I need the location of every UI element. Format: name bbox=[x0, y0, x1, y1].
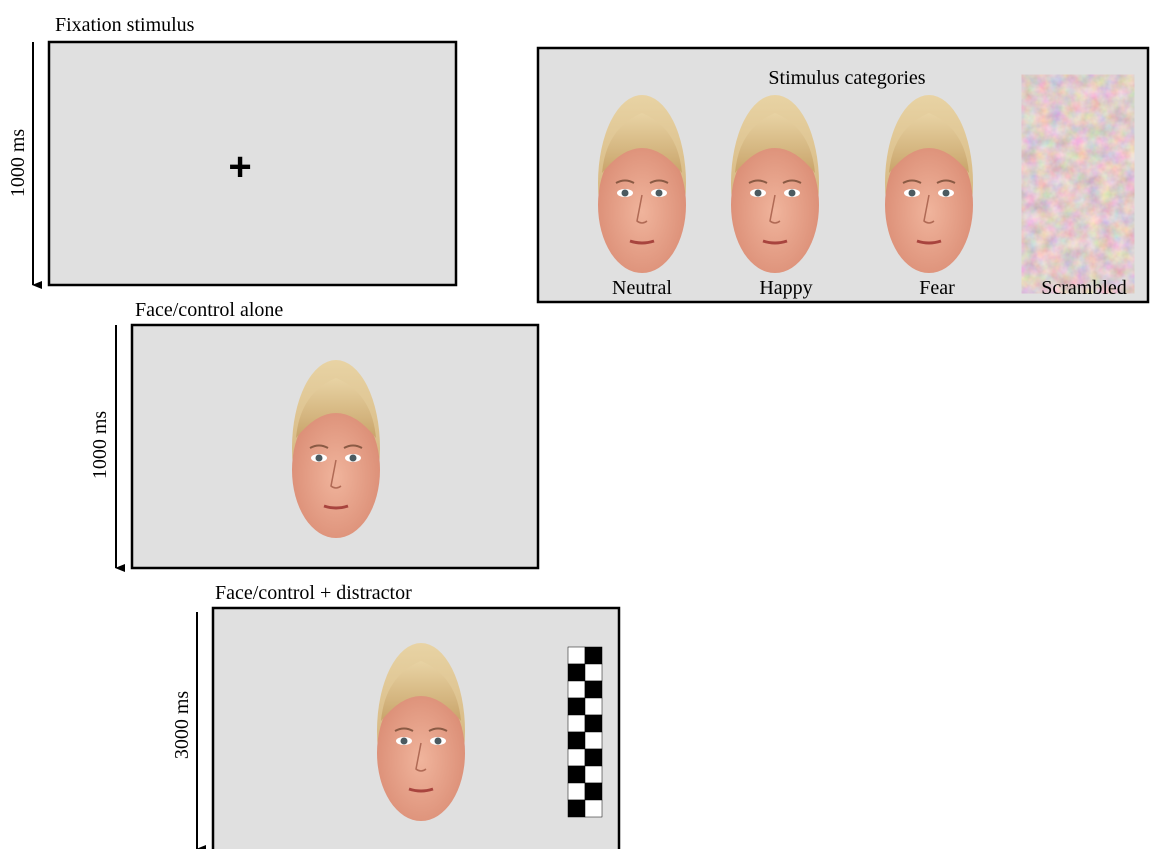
checker-cell bbox=[585, 800, 602, 817]
panel-title: Face/control + distractor bbox=[215, 582, 412, 604]
panel-title: Fixation stimulus bbox=[55, 14, 195, 36]
category-label: Neutral bbox=[612, 277, 672, 299]
checker-cell bbox=[568, 664, 585, 681]
distractor-checkerboard bbox=[568, 647, 602, 817]
checker-cell bbox=[585, 749, 602, 766]
face-happy bbox=[731, 95, 819, 273]
checker-cell bbox=[568, 800, 585, 817]
category-label: Happy bbox=[759, 277, 812, 299]
checker-cell bbox=[568, 749, 585, 766]
face bbox=[377, 643, 465, 821]
checker-cell bbox=[585, 664, 602, 681]
face-neutral bbox=[598, 95, 686, 273]
category-label: Fear bbox=[919, 277, 955, 299]
categories-title: Stimulus categories bbox=[768, 67, 925, 89]
checker-cell bbox=[568, 647, 585, 664]
checker-cell bbox=[568, 715, 585, 732]
category-label: Scrambled bbox=[1041, 277, 1127, 299]
checker-cell bbox=[585, 766, 602, 783]
checker-cell bbox=[585, 681, 602, 698]
face-fear bbox=[885, 95, 973, 273]
page: Fixation stimulus 1000 ms + Stimulus cat… bbox=[0, 0, 1150, 849]
duration-label: 1000 ms bbox=[7, 129, 29, 198]
panel bbox=[49, 42, 456, 285]
checker-cell bbox=[568, 732, 585, 749]
checker-cell bbox=[568, 698, 585, 715]
duration-label: 1000 ms bbox=[89, 411, 111, 480]
checker-cell bbox=[585, 715, 602, 732]
diagram: Fixation stimulus 1000 ms + Stimulus cat… bbox=[0, 0, 1150, 849]
panel-title: Face/control alone bbox=[135, 299, 283, 321]
checker-cell bbox=[585, 647, 602, 664]
checker-cell bbox=[568, 766, 585, 783]
scrambled-image bbox=[1031, 93, 1125, 275]
checker-cell bbox=[585, 698, 602, 715]
checker-cell bbox=[568, 681, 585, 698]
duration-label: 3000 ms bbox=[171, 691, 193, 760]
checker-cell bbox=[568, 783, 585, 800]
face bbox=[292, 360, 380, 538]
checker-cell bbox=[585, 732, 602, 749]
fixation-cross: + bbox=[228, 145, 251, 189]
checker-cell bbox=[585, 783, 602, 800]
